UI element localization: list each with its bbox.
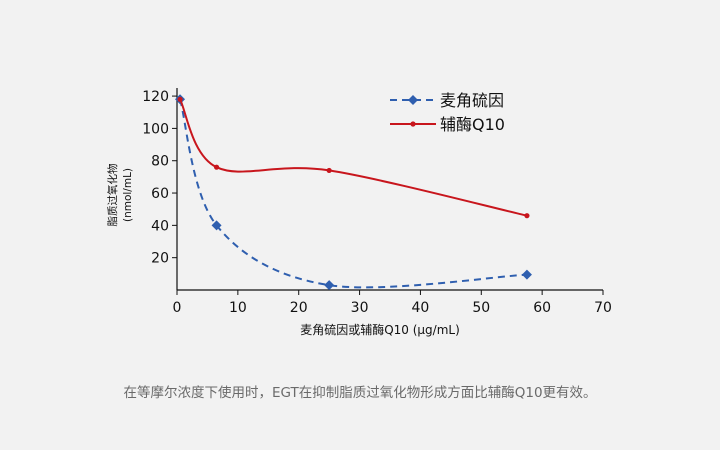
y-tick-label: 20 (151, 251, 169, 267)
data-point-dot (524, 213, 530, 219)
x-tick-label: 10 (229, 300, 247, 316)
series-1 (175, 94, 532, 291)
legend-label: 麦角硫因 (440, 91, 504, 110)
data-point-dot (213, 164, 220, 170)
x-tick-label: 60 (533, 300, 551, 316)
legend-marker-dot (410, 121, 416, 127)
axes: 20 40 60 80 100 120 0 10 20 30 40 50 60 70 (142, 88, 612, 316)
x-tick-label: 20 (290, 300, 308, 316)
data-point-dot (177, 96, 183, 102)
data-point-diamond (211, 220, 222, 231)
y-tick-label: 40 (151, 218, 169, 234)
series-line (179, 99, 527, 289)
x-tick-label: 70 (594, 300, 612, 316)
series-layer (175, 94, 532, 291)
y-tick-label: 80 (151, 154, 169, 170)
series-line (179, 98, 528, 217)
x-tick-label: 30 (351, 300, 369, 316)
x-axis-title: 麦角硫因或辅酶Q10 (μg/mL) (300, 322, 460, 337)
y-tick-label: 60 (151, 186, 169, 202)
legend-item: 辅酶Q10 (390, 115, 505, 134)
y-axis-unit: (nmol/mL) (122, 168, 134, 222)
y-tick-label: 120 (142, 89, 169, 105)
data-point-dot (326, 167, 332, 174)
y-tick-label: 100 (142, 121, 169, 137)
legend-marker-diamond (408, 95, 418, 105)
series-2 (177, 96, 530, 219)
y-axis-title: 脂质过氧化物 (106, 164, 119, 227)
x-tick-label: 40 (412, 300, 430, 316)
x-tick-label: 50 (472, 300, 490, 316)
data-point-diamond (521, 269, 532, 280)
caption: 在等摩尔浓度下使用时，EGT在抑制脂质过氧化物形成方面比辅酶Q10更有效。 (123, 385, 597, 401)
legend-label: 辅酶Q10 (440, 115, 505, 134)
x-tick-label: 0 (173, 300, 182, 316)
legend-item: 麦角硫因 (390, 91, 504, 110)
data-point-diamond (324, 280, 335, 291)
